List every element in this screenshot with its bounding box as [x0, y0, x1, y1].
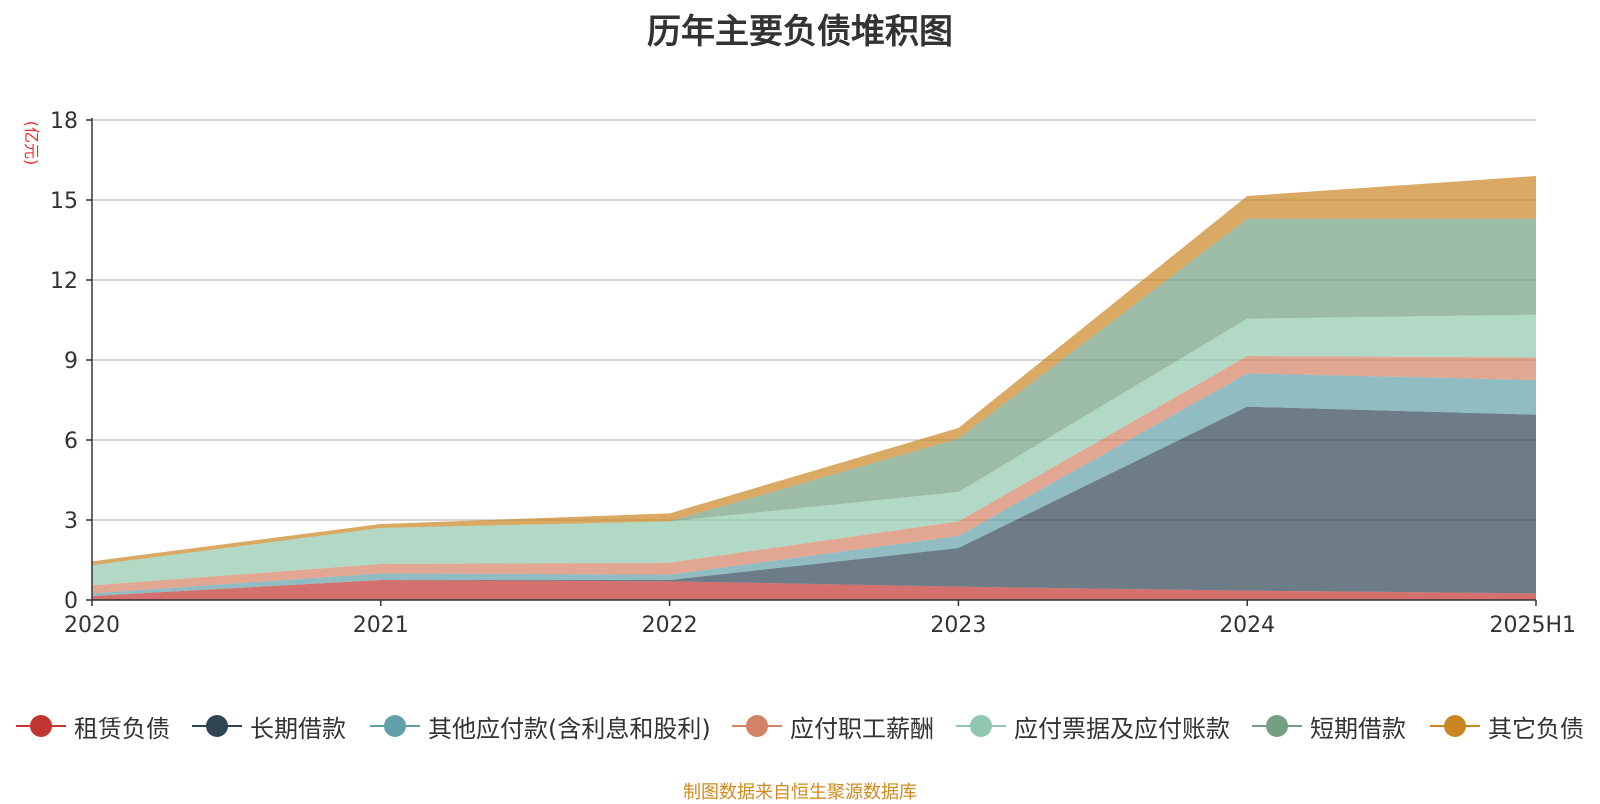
- x-tick-label: 2021: [353, 613, 409, 638]
- axis-layer: 0 3 6 9 12 15 18 2020 2021 2022 2023 2024 2025H1: [50, 109, 1576, 638]
- legend-swatch-icon: [956, 711, 1006, 741]
- legend-swatch-icon: [732, 711, 782, 741]
- y-tick-label: 6: [64, 429, 78, 454]
- x-tick-label: 2020: [64, 613, 120, 638]
- area-series-0[interactable]: [92, 580, 1536, 600]
- source-note: 制图数据来自恒生聚源数据库: [683, 782, 917, 803]
- area-series-3[interactable]: [92, 356, 1536, 594]
- x-tick-label: 2023: [930, 613, 986, 638]
- area-series-5[interactable]: [92, 218, 1536, 566]
- chart-title: 历年主要负债堆积图: [647, 12, 953, 52]
- x-tick-label: 2022: [642, 613, 698, 638]
- legend-label: 应付职工薪酬: [790, 714, 934, 743]
- legend-label: 应付票据及应付账款: [1014, 714, 1230, 743]
- area-layer: [92, 176, 1536, 600]
- legend-swatch-icon: [192, 711, 242, 741]
- legend-item[interactable]: 短期借款: [1252, 704, 1406, 748]
- legend-swatch-icon: [370, 711, 420, 741]
- legend-swatch-icon: [1430, 711, 1480, 741]
- y-tick-label: 12: [50, 269, 78, 294]
- legend-item[interactable]: 应付票据及应付账款: [956, 704, 1230, 748]
- y-tick-label: 9: [64, 349, 78, 374]
- legend-item[interactable]: 租赁负债: [16, 704, 170, 748]
- legend: 租赁负债 长期借款 其他应付款(含利息和股利) 应付职工薪酬 应付票据及应付账款 短期借款…: [0, 704, 1600, 748]
- legend-swatch-icon: [16, 711, 66, 741]
- legend-item[interactable]: 长期借款: [192, 704, 346, 748]
- x-tick-label: 2025H1: [1489, 613, 1576, 638]
- area-series-4[interactable]: [92, 314, 1536, 586]
- legend-label: 其他应付款(含利息和股利): [428, 714, 711, 743]
- area-series-6[interactable]: [92, 176, 1536, 566]
- legend-label: 租赁负债: [74, 714, 170, 743]
- legend-label: 短期借款: [1310, 714, 1406, 743]
- y-tick-label: 15: [50, 189, 78, 214]
- y-tick-label: 3: [64, 509, 78, 534]
- y-tick-label: 18: [50, 109, 78, 134]
- x-tick-label: 2024: [1219, 613, 1275, 638]
- y-axis-label: (亿元): [22, 121, 41, 166]
- legend-label: 长期借款: [250, 714, 346, 743]
- legend-item[interactable]: 应付职工薪酬: [732, 704, 934, 748]
- area-series-1[interactable]: [92, 406, 1536, 596]
- legend-swatch-icon: [1252, 711, 1302, 741]
- legend-label: 其它负债: [1488, 714, 1584, 743]
- grid-layer: [92, 119, 1536, 521]
- legend-item[interactable]: 其它负债: [1430, 704, 1584, 748]
- y-tick-label: 0: [64, 589, 78, 614]
- legend-item[interactable]: 其他应付款(含利息和股利): [370, 704, 711, 748]
- area-series-2[interactable]: [92, 373, 1536, 596]
